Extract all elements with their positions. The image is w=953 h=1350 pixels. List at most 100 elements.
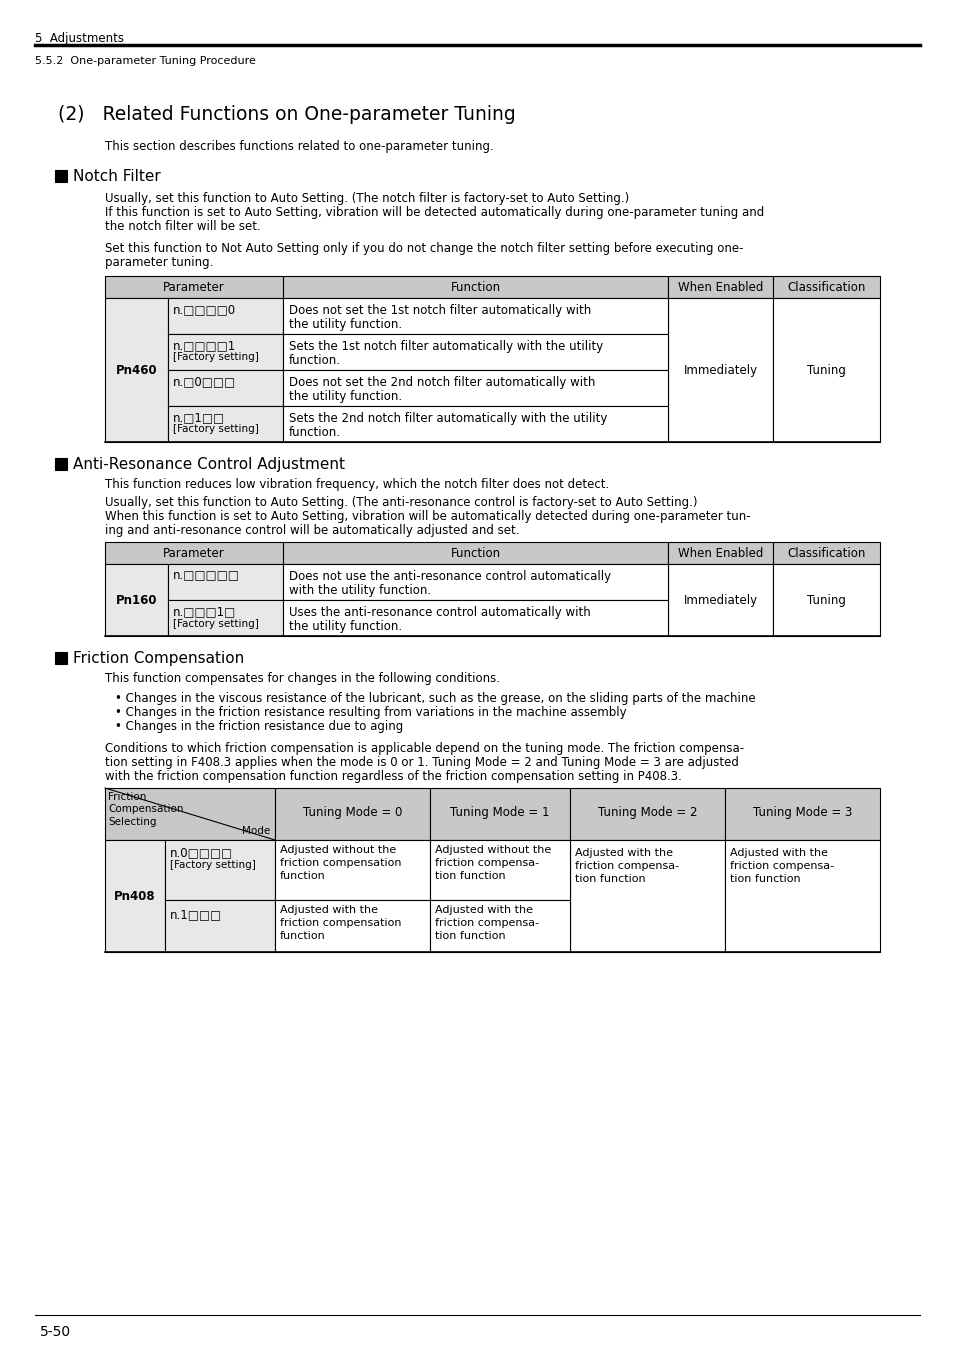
Text: friction compensation: friction compensation — [280, 859, 401, 868]
Text: the utility function.: the utility function. — [289, 620, 402, 633]
Text: Mode: Mode — [241, 826, 270, 836]
Text: Immediately: Immediately — [682, 594, 757, 608]
Text: Friction Compensation: Friction Compensation — [73, 651, 244, 666]
Bar — [165, 900, 274, 952]
Bar — [283, 406, 667, 441]
Bar — [55, 170, 67, 182]
Text: the notch filter will be set.: the notch filter will be set. — [105, 220, 260, 234]
Text: Conditions to which friction compensation is applicable depend on the tuning mod: Conditions to which friction compensatio… — [105, 743, 743, 755]
Text: [Factory setting]: [Factory setting] — [172, 620, 258, 629]
Text: Usually, set this function to Auto Setting. (The anti-resonance control is facto: Usually, set this function to Auto Setti… — [105, 495, 697, 509]
Text: Uses the anti-resonance control automatically with: Uses the anti-resonance control automati… — [289, 606, 590, 620]
Bar — [168, 599, 283, 636]
Text: friction compensa-: friction compensa- — [435, 918, 538, 927]
Text: Adjusted with the: Adjusted with the — [729, 848, 827, 859]
Bar — [569, 840, 724, 952]
Text: n.1□□□: n.1□□□ — [170, 909, 222, 921]
Bar — [283, 370, 667, 406]
Text: Sets the 2nd notch filter automatically with the utility: Sets the 2nd notch filter automatically … — [289, 412, 607, 425]
Bar — [283, 298, 667, 333]
Text: Classification: Classification — [786, 281, 864, 294]
Bar — [430, 788, 569, 840]
Bar — [274, 840, 430, 900]
Bar — [168, 370, 283, 406]
Text: Function: Function — [450, 281, 500, 294]
Text: Does not use the anti-resonance control automatically: Does not use the anti-resonance control … — [289, 570, 611, 583]
Text: n.0□□□□: n.0□□□□ — [170, 846, 233, 859]
Bar — [168, 333, 283, 370]
Text: Adjusted with the: Adjusted with the — [280, 904, 377, 915]
Bar — [667, 541, 772, 564]
Text: the utility function.: the utility function. — [289, 390, 402, 404]
Text: ing and anti-resonance control will be automatically adjusted and set.: ing and anti-resonance control will be a… — [105, 524, 519, 537]
Text: Sets the 1st notch filter automatically with the utility: Sets the 1st notch filter automatically … — [289, 340, 602, 352]
Text: Tuning Mode = 0: Tuning Mode = 0 — [302, 806, 402, 819]
Text: Friction
Compensation
Selecting: Friction Compensation Selecting — [108, 792, 183, 826]
Text: Tuning Mode = 1: Tuning Mode = 1 — [450, 806, 549, 819]
Text: Parameter: Parameter — [163, 281, 225, 294]
Text: When Enabled: When Enabled — [677, 281, 762, 294]
Text: function.: function. — [289, 427, 340, 439]
Bar — [772, 275, 879, 298]
Text: This function compensates for changes in the following conditions.: This function compensates for changes in… — [105, 672, 499, 684]
Text: tion function: tion function — [435, 931, 505, 941]
Text: Adjusted with the: Adjusted with the — [575, 848, 672, 859]
Bar — [772, 298, 879, 441]
Text: This function reduces low vibration frequency, which the notch filter does not d: This function reduces low vibration freq… — [105, 478, 609, 491]
Bar — [274, 788, 430, 840]
Text: friction compensa-: friction compensa- — [435, 859, 538, 868]
Bar — [283, 541, 667, 564]
Bar — [55, 652, 67, 664]
Text: tion function: tion function — [435, 871, 505, 882]
Bar — [105, 298, 168, 441]
Text: Tuning: Tuning — [806, 594, 845, 608]
Bar — [105, 541, 283, 564]
Bar — [283, 333, 667, 370]
Text: Does not set the 1st notch filter automatically with: Does not set the 1st notch filter automa… — [289, 304, 591, 317]
Bar — [168, 406, 283, 441]
Bar — [283, 564, 667, 599]
Text: Anti-Resonance Control Adjustment: Anti-Resonance Control Adjustment — [73, 458, 345, 472]
Text: Tuning: Tuning — [806, 364, 845, 377]
Text: • Changes in the friction resistance due to aging: • Changes in the friction resistance due… — [115, 720, 403, 733]
Text: n.□0□□□: n.□0□□□ — [172, 375, 236, 387]
Text: n.□□□□1: n.□□□□1 — [172, 339, 236, 352]
Text: n.□□□□□: n.□□□□□ — [172, 568, 239, 582]
Text: • Changes in the viscous resistance of the lubricant, such as the grease, on the: • Changes in the viscous resistance of t… — [115, 693, 755, 705]
Bar — [105, 564, 168, 636]
Text: [Factory setting]: [Factory setting] — [172, 352, 258, 362]
Text: function: function — [280, 931, 325, 941]
Text: tion setting in F408.3 applies when the mode is 0 or 1. Tuning Mode = 2 and Tuni: tion setting in F408.3 applies when the … — [105, 756, 739, 770]
Text: If this function is set to Auto Setting, vibration will be detected automaticall: If this function is set to Auto Setting,… — [105, 207, 763, 219]
Bar — [283, 599, 667, 636]
Text: n.□1□□: n.□1□□ — [172, 410, 225, 424]
Text: Tuning Mode = 2: Tuning Mode = 2 — [598, 806, 697, 819]
Bar — [667, 298, 772, 441]
Text: Adjusted with the: Adjusted with the — [435, 904, 533, 915]
Text: parameter tuning.: parameter tuning. — [105, 256, 213, 269]
Text: Pn160: Pn160 — [115, 594, 157, 608]
Bar — [105, 275, 283, 298]
Bar — [274, 900, 430, 952]
Bar — [430, 840, 569, 900]
Text: 5  Adjustments: 5 Adjustments — [35, 32, 124, 45]
Text: • Changes in the friction resistance resulting from variations in the machine as: • Changes in the friction resistance res… — [115, 706, 626, 720]
Bar — [168, 298, 283, 333]
Bar — [165, 840, 274, 900]
Text: [Factory setting]: [Factory setting] — [170, 860, 255, 869]
Text: Adjusted without the: Adjusted without the — [435, 845, 551, 855]
Text: Usually, set this function to Auto Setting. (The notch filter is factory-set to : Usually, set this function to Auto Setti… — [105, 192, 629, 205]
Bar — [772, 564, 879, 636]
Text: [Factory setting]: [Factory setting] — [172, 424, 258, 433]
Text: function: function — [280, 871, 325, 882]
Text: Tuning Mode = 3: Tuning Mode = 3 — [752, 806, 851, 819]
Text: friction compensa-: friction compensa- — [575, 861, 679, 871]
Text: 5-50: 5-50 — [40, 1324, 71, 1339]
Text: Parameter: Parameter — [163, 547, 225, 560]
Text: Pn460: Pn460 — [115, 364, 157, 377]
Text: Set this function to Not Auto Setting only if you do not change the notch filter: Set this function to Not Auto Setting on… — [105, 242, 742, 255]
Bar — [168, 564, 283, 599]
Text: n.□□□□0: n.□□□□0 — [172, 302, 236, 316]
Text: tion function: tion function — [729, 873, 800, 884]
Text: Immediately: Immediately — [682, 364, 757, 377]
